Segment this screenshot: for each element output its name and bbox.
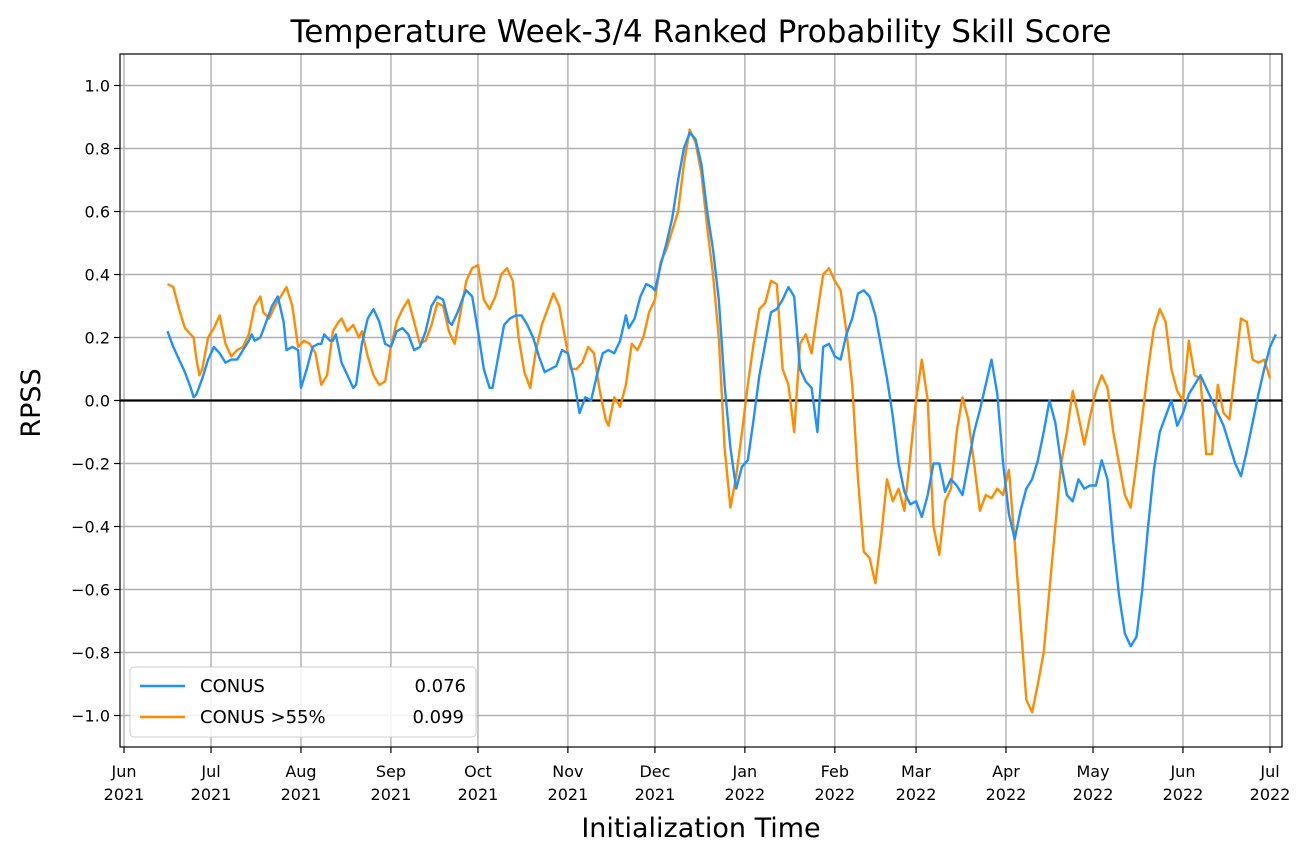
x-tick-label-month: Dec xyxy=(639,762,670,781)
y-tick-label: −0.4 xyxy=(71,518,110,537)
x-tick-label-year: 2021 xyxy=(635,785,676,804)
x-axis-label: Initialization Time xyxy=(581,813,820,844)
legend-label-conus: CONUS xyxy=(200,676,265,697)
x-tick-label-year: 2022 xyxy=(896,785,937,804)
x-tick-label-year: 2021 xyxy=(104,785,145,804)
legend-value-conus-55: 0.099 xyxy=(412,707,464,728)
y-tick-label: 1.0 xyxy=(85,77,110,96)
x-tick-label-month: Oct xyxy=(464,762,492,781)
y-tick-label: 0.6 xyxy=(85,203,110,222)
x-tick-label-year: 2021 xyxy=(281,785,322,804)
legend-label-conus-55: CONUS >55% xyxy=(200,707,326,728)
x-tick-label-year: 2022 xyxy=(1250,785,1291,804)
series-line-conus xyxy=(166,131,1277,648)
x-tick-label-month: Aug xyxy=(285,762,316,781)
x-tick-label-year: 2022 xyxy=(1073,785,1114,804)
legend-box xyxy=(129,666,477,738)
x-tick-label-year: 2022 xyxy=(814,785,855,804)
legend-value-conus: 0.076 xyxy=(414,676,466,697)
chart-title: Temperature Week-3/4 Ranked Probability … xyxy=(290,14,1112,50)
x-tick-label-month: Jun xyxy=(1169,762,1195,781)
x-tick-label-month: Sep xyxy=(376,762,406,781)
y-tick-label: −0.2 xyxy=(71,455,110,474)
x-tick-label-year: 2021 xyxy=(371,785,412,804)
y-tick-label: 0.8 xyxy=(85,140,110,159)
legend: CONUS 0.076 CONUS >55% 0.099 xyxy=(129,666,477,738)
series-lines xyxy=(166,128,1277,714)
y-tick-label: 0.0 xyxy=(85,392,110,411)
x-tick-label-year: 2021 xyxy=(548,785,589,804)
x-axis-ticks: Jun 2021 Jul 2021 Aug 2021 Sep 2021 Oct 2021 Nov 20… xyxy=(104,747,1291,804)
x-tick-label-year: 2021 xyxy=(458,785,499,804)
x-tick-label-month: Nov xyxy=(552,762,583,781)
x-tick-label-month: Mar xyxy=(901,762,932,781)
series-line-conus-55 xyxy=(166,128,1272,714)
x-tick-label-year: 2022 xyxy=(986,785,1027,804)
x-tick-label-month: Jul xyxy=(200,762,220,781)
x-tick-label-month: Jan xyxy=(732,762,758,781)
y-tick-label: −0.6 xyxy=(71,581,110,600)
x-tick-label-month: Feb xyxy=(821,762,849,781)
x-tick-label-month: Apr xyxy=(992,762,1020,781)
y-tick-label: 0.4 xyxy=(85,266,110,285)
x-tick-label-year: 2022 xyxy=(1163,785,1204,804)
x-tick-label-month: May xyxy=(1076,762,1109,781)
y-tick-label: −0.8 xyxy=(71,644,110,663)
x-tick-label-year: 2021 xyxy=(191,785,232,804)
x-tick-label-month: Jun xyxy=(111,762,137,781)
y-axis-label: RPSS xyxy=(16,368,47,437)
y-tick-label: −1.0 xyxy=(71,707,110,726)
x-tick-label-month: Jul xyxy=(1259,762,1279,781)
y-axis-ticks: −1.0 −0.8 −0.6 −0.4 −0.2 0.0 0.2 0.4 0.6 0.8 1.0 xyxy=(71,77,120,726)
x-tick-label-year: 2022 xyxy=(725,785,766,804)
y-tick-label: 0.2 xyxy=(85,329,110,348)
